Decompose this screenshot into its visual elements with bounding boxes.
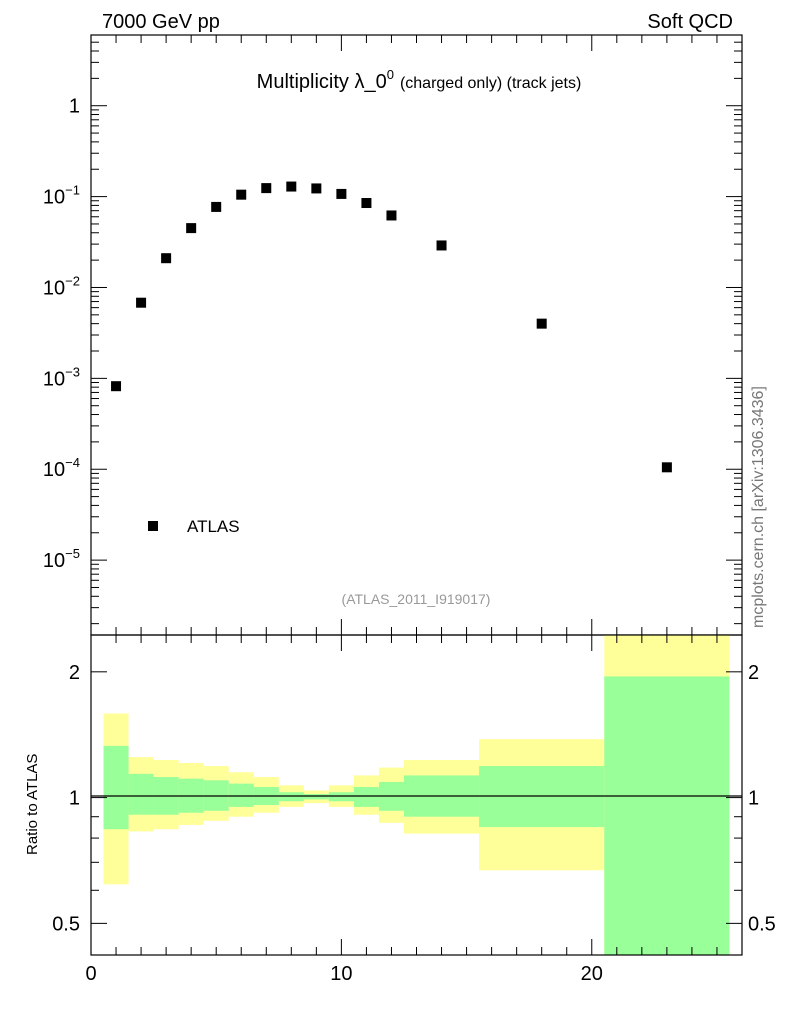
data-point (136, 297, 147, 308)
main-y-tick-label: 10−1 (43, 183, 80, 209)
ratio-x-tick-label: 20 (581, 963, 603, 985)
data-point (436, 240, 447, 251)
ratio-band-inner (103, 745, 129, 830)
main-panel: Multiplicity λ_00 (charged only) (track j… (43, 34, 743, 636)
main-y-tick-label: 1 (69, 96, 80, 118)
ratio-x-tick-label: 0 (85, 963, 96, 985)
ratio-band-inner (328, 792, 354, 802)
data-points (111, 181, 672, 473)
analysis-id: (ATLAS_2011_I919017) (342, 591, 491, 607)
main-y-tick-exponent: −2 (65, 273, 80, 288)
main-plot-frame (90, 34, 743, 636)
ratio-y-tick-label-right: 2 (748, 662, 759, 684)
ratio-y-tick-label-right: 1 (748, 788, 759, 810)
main-y-tick-base: 10 (43, 550, 65, 572)
main-y-tick-exponent: −1 (65, 183, 80, 198)
main-y-tick-label: 10−3 (43, 364, 80, 390)
ratio-band-inner (303, 794, 329, 800)
ratio-y-tick-label-left: 0.5 (52, 913, 80, 935)
ratio-band-inner (353, 787, 379, 807)
legend-marker (148, 521, 158, 531)
main-y-tick-base: 10 (43, 277, 65, 299)
energy-label: 7000 GeV pp (102, 11, 220, 33)
ratio-ylabel: Ratio to ATLAS (24, 754, 41, 855)
main-y-tick-label: 10−5 (43, 546, 80, 572)
ratio-y-tick-label-left: 2 (69, 662, 80, 684)
main-y-tick-label: 10−2 (43, 273, 80, 299)
data-point (236, 189, 247, 200)
data-point (336, 188, 347, 199)
main-y-tick-exponent: −3 (65, 364, 80, 379)
data-point (261, 183, 272, 194)
data-point (186, 223, 197, 234)
category-label: Soft QCD (647, 11, 733, 33)
data-point (111, 381, 122, 392)
main-y-tick-label: 10−4 (43, 455, 80, 481)
main-y-tick-exponent: −5 (65, 546, 80, 561)
ratio-x-tick-label: 10 (330, 963, 352, 985)
data-point (661, 462, 672, 473)
ratio-x-ticks: 0 10 20 (85, 635, 743, 985)
ratio-band-inner (228, 783, 254, 807)
main-y-tick-base: 10 (43, 368, 65, 390)
ratio-y-ticks: 0.5 0.5 1 1 2 2 (52, 662, 776, 936)
plot-title-suffix: (charged only) (track jets) (400, 75, 581, 92)
plot-title-main: Multiplicity λ_0 (257, 71, 387, 93)
data-point (386, 210, 397, 221)
ratio-bands (103, 635, 730, 955)
ratio-band-inner (278, 792, 304, 802)
main-y-tick-base: 10 (43, 459, 65, 481)
main-y-ticks: 110−110−210−310−410−5 (43, 34, 742, 625)
ratio-y-tick-label-right: 0.5 (748, 913, 776, 935)
main-y-tick-base: 10 (43, 187, 65, 209)
plot-title: Multiplicity λ_00 (charged only) (track j… (257, 67, 582, 93)
ratio-panel: 0.5 0.5 1 1 2 2 0 10 20 Ratio to ATLAS (24, 634, 776, 985)
side-label: mcplots.cern.ch [arXiv:1306.3436] (750, 386, 767, 628)
data-point (361, 198, 372, 209)
main-y-tick-exponent: −4 (65, 455, 80, 470)
data-point (311, 183, 322, 194)
ratio-band-inner (604, 676, 730, 955)
data-point (211, 201, 222, 212)
data-point (161, 253, 172, 264)
data-point (286, 181, 297, 192)
plot-title-superscript: 0 (387, 67, 394, 82)
main-x-ticks (90, 35, 743, 635)
data-point (536, 318, 547, 329)
legend-label: ATLAS (187, 517, 240, 536)
ratio-y-tick-label-left: 1 (69, 788, 80, 810)
ratio-band-inner (128, 773, 154, 815)
